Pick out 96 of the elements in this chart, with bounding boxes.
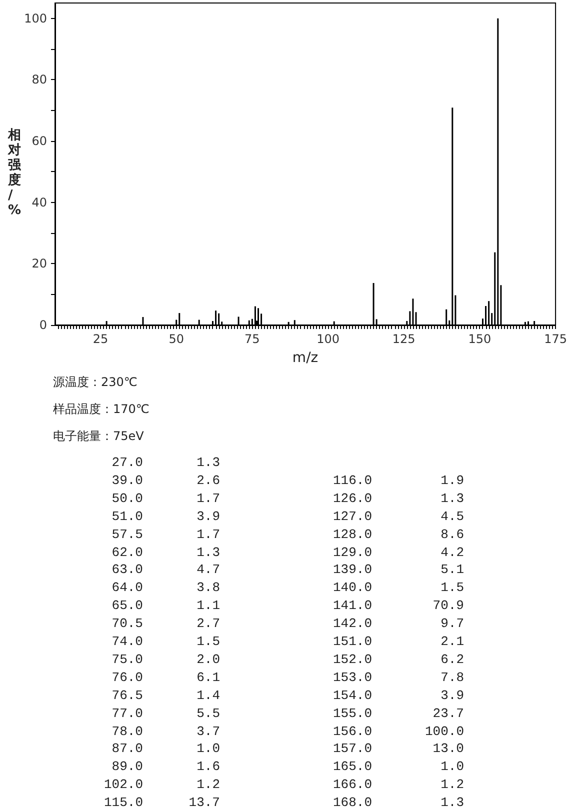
category-label: 116.0 <box>332 472 372 489</box>
y-tick-label: 0 <box>39 318 47 332</box>
text: 2.1 <box>440 634 464 649</box>
category-label: 89.0 <box>112 759 143 776</box>
y-tick-label: 20 <box>32 256 47 271</box>
text: 70.9 <box>432 598 464 614</box>
x-tick-label: 25 <box>92 332 108 346</box>
category-label: 62.0 <box>112 544 143 560</box>
category-label: 140.0 <box>332 580 372 596</box>
category-label: 76.0 <box>112 670 143 686</box>
text: 9.7 <box>440 616 464 632</box>
category-label: 129.0 <box>332 544 372 560</box>
category-label: 151.0 <box>332 634 372 650</box>
text: 23.7 <box>432 706 464 721</box>
text: 5.5 <box>196 706 220 721</box>
text: 100.0 <box>424 724 464 738</box>
category-label: 142.0 <box>332 616 372 632</box>
text: 1.1 <box>196 598 220 614</box>
category-label: 75.0 <box>112 652 143 668</box>
category-label: 77.0 <box>112 706 143 722</box>
text: 1.4 <box>196 688 220 703</box>
category-label: 165.0 <box>332 759 372 776</box>
text: 3.9 <box>440 688 464 703</box>
x-axis-title: m/z <box>292 350 318 366</box>
text: 3.8 <box>196 580 220 596</box>
category-label: 155.0 <box>332 706 372 722</box>
text: 4.5 <box>440 508 464 524</box>
text: 1.7 <box>196 526 220 542</box>
category-label: 139.0 <box>332 562 372 578</box>
text: 1.6 <box>196 759 220 774</box>
text: 6.1 <box>196 670 220 685</box>
text: 1.2 <box>196 777 220 792</box>
category-label: 166.0 <box>332 777 372 794</box>
text: 3.7 <box>196 724 220 738</box>
y-tick-label: 60 <box>32 134 47 148</box>
text: 13.7 <box>188 795 220 808</box>
category-label: 78.0 <box>112 724 143 740</box>
y-tick-label: 80 <box>32 72 47 87</box>
text: 1.3 <box>440 795 464 808</box>
text: 1.5 <box>440 580 464 596</box>
category-label: 74.0 <box>112 634 143 650</box>
text: 5.1 <box>440 562 464 578</box>
text: 1.0 <box>196 741 220 756</box>
category-label: 102.0 <box>104 777 143 794</box>
x-tick-label: 75 <box>244 332 260 346</box>
category-label: 76.5 <box>112 688 143 704</box>
text: 1.2 <box>440 777 464 792</box>
text: 2.6 <box>196 472 220 488</box>
text: 源温度：230℃ <box>53 375 138 389</box>
category-label: 128.0 <box>332 526 372 543</box>
category-label: 127.0 <box>332 508 372 525</box>
text: 电子能量：75eV <box>53 429 145 443</box>
category-label: 154.0 <box>332 688 372 704</box>
text: 2.7 <box>196 616 220 632</box>
text: 1.3 <box>196 455 220 470</box>
y-tick-label: 40 <box>32 195 47 210</box>
y-axis-title: 相对强度/% <box>7 128 22 218</box>
text: 4.7 <box>196 562 220 578</box>
text: 13.0 <box>432 741 464 756</box>
x-tick-label: 125 <box>392 332 416 346</box>
category-label: 70.5 <box>112 616 143 632</box>
category-label: 157.0 <box>332 741 372 758</box>
text: 样品温度：170℃ <box>53 402 150 416</box>
category-label: 51.0 <box>112 508 143 525</box>
category-label: 126.0 <box>332 490 372 507</box>
category-label: 64.0 <box>112 580 143 596</box>
text: 1.0 <box>440 759 464 774</box>
text: 1.3 <box>440 490 464 506</box>
category-label: 87.0 <box>112 741 143 758</box>
text: 1.3 <box>196 544 220 560</box>
category-label: 141.0 <box>332 598 372 614</box>
text: 1.7 <box>196 490 220 506</box>
category-label: 57.5 <box>112 526 143 543</box>
text: 6.2 <box>440 652 464 667</box>
text: 7.8 <box>440 670 464 685</box>
text: 3.9 <box>196 508 220 524</box>
category-label: 50.0 <box>112 490 143 507</box>
category-label: 39.0 <box>112 472 143 489</box>
y-tick-label: 100 <box>24 11 47 26</box>
category-label: 168.0 <box>332 795 372 808</box>
category-label: 63.0 <box>112 562 143 578</box>
text: 1.5 <box>196 634 220 649</box>
text: 4.2 <box>440 544 464 560</box>
x-tick-label: 175 <box>544 332 567 346</box>
category-label: 156.0 <box>332 724 372 740</box>
text: 1.9 <box>440 472 464 488</box>
category-label: 65.0 <box>112 598 143 614</box>
category-label: 115.0 <box>104 795 143 808</box>
category-label: 27.0 <box>112 455 143 471</box>
x-tick-label: 50 <box>168 332 184 346</box>
text: 2.0 <box>196 652 220 667</box>
x-tick-label: 100 <box>316 332 340 346</box>
text: 8.6 <box>440 526 464 542</box>
category-label: 153.0 <box>332 670 372 686</box>
x-tick-label: 150 <box>468 332 492 346</box>
category-label: 152.0 <box>332 652 372 668</box>
